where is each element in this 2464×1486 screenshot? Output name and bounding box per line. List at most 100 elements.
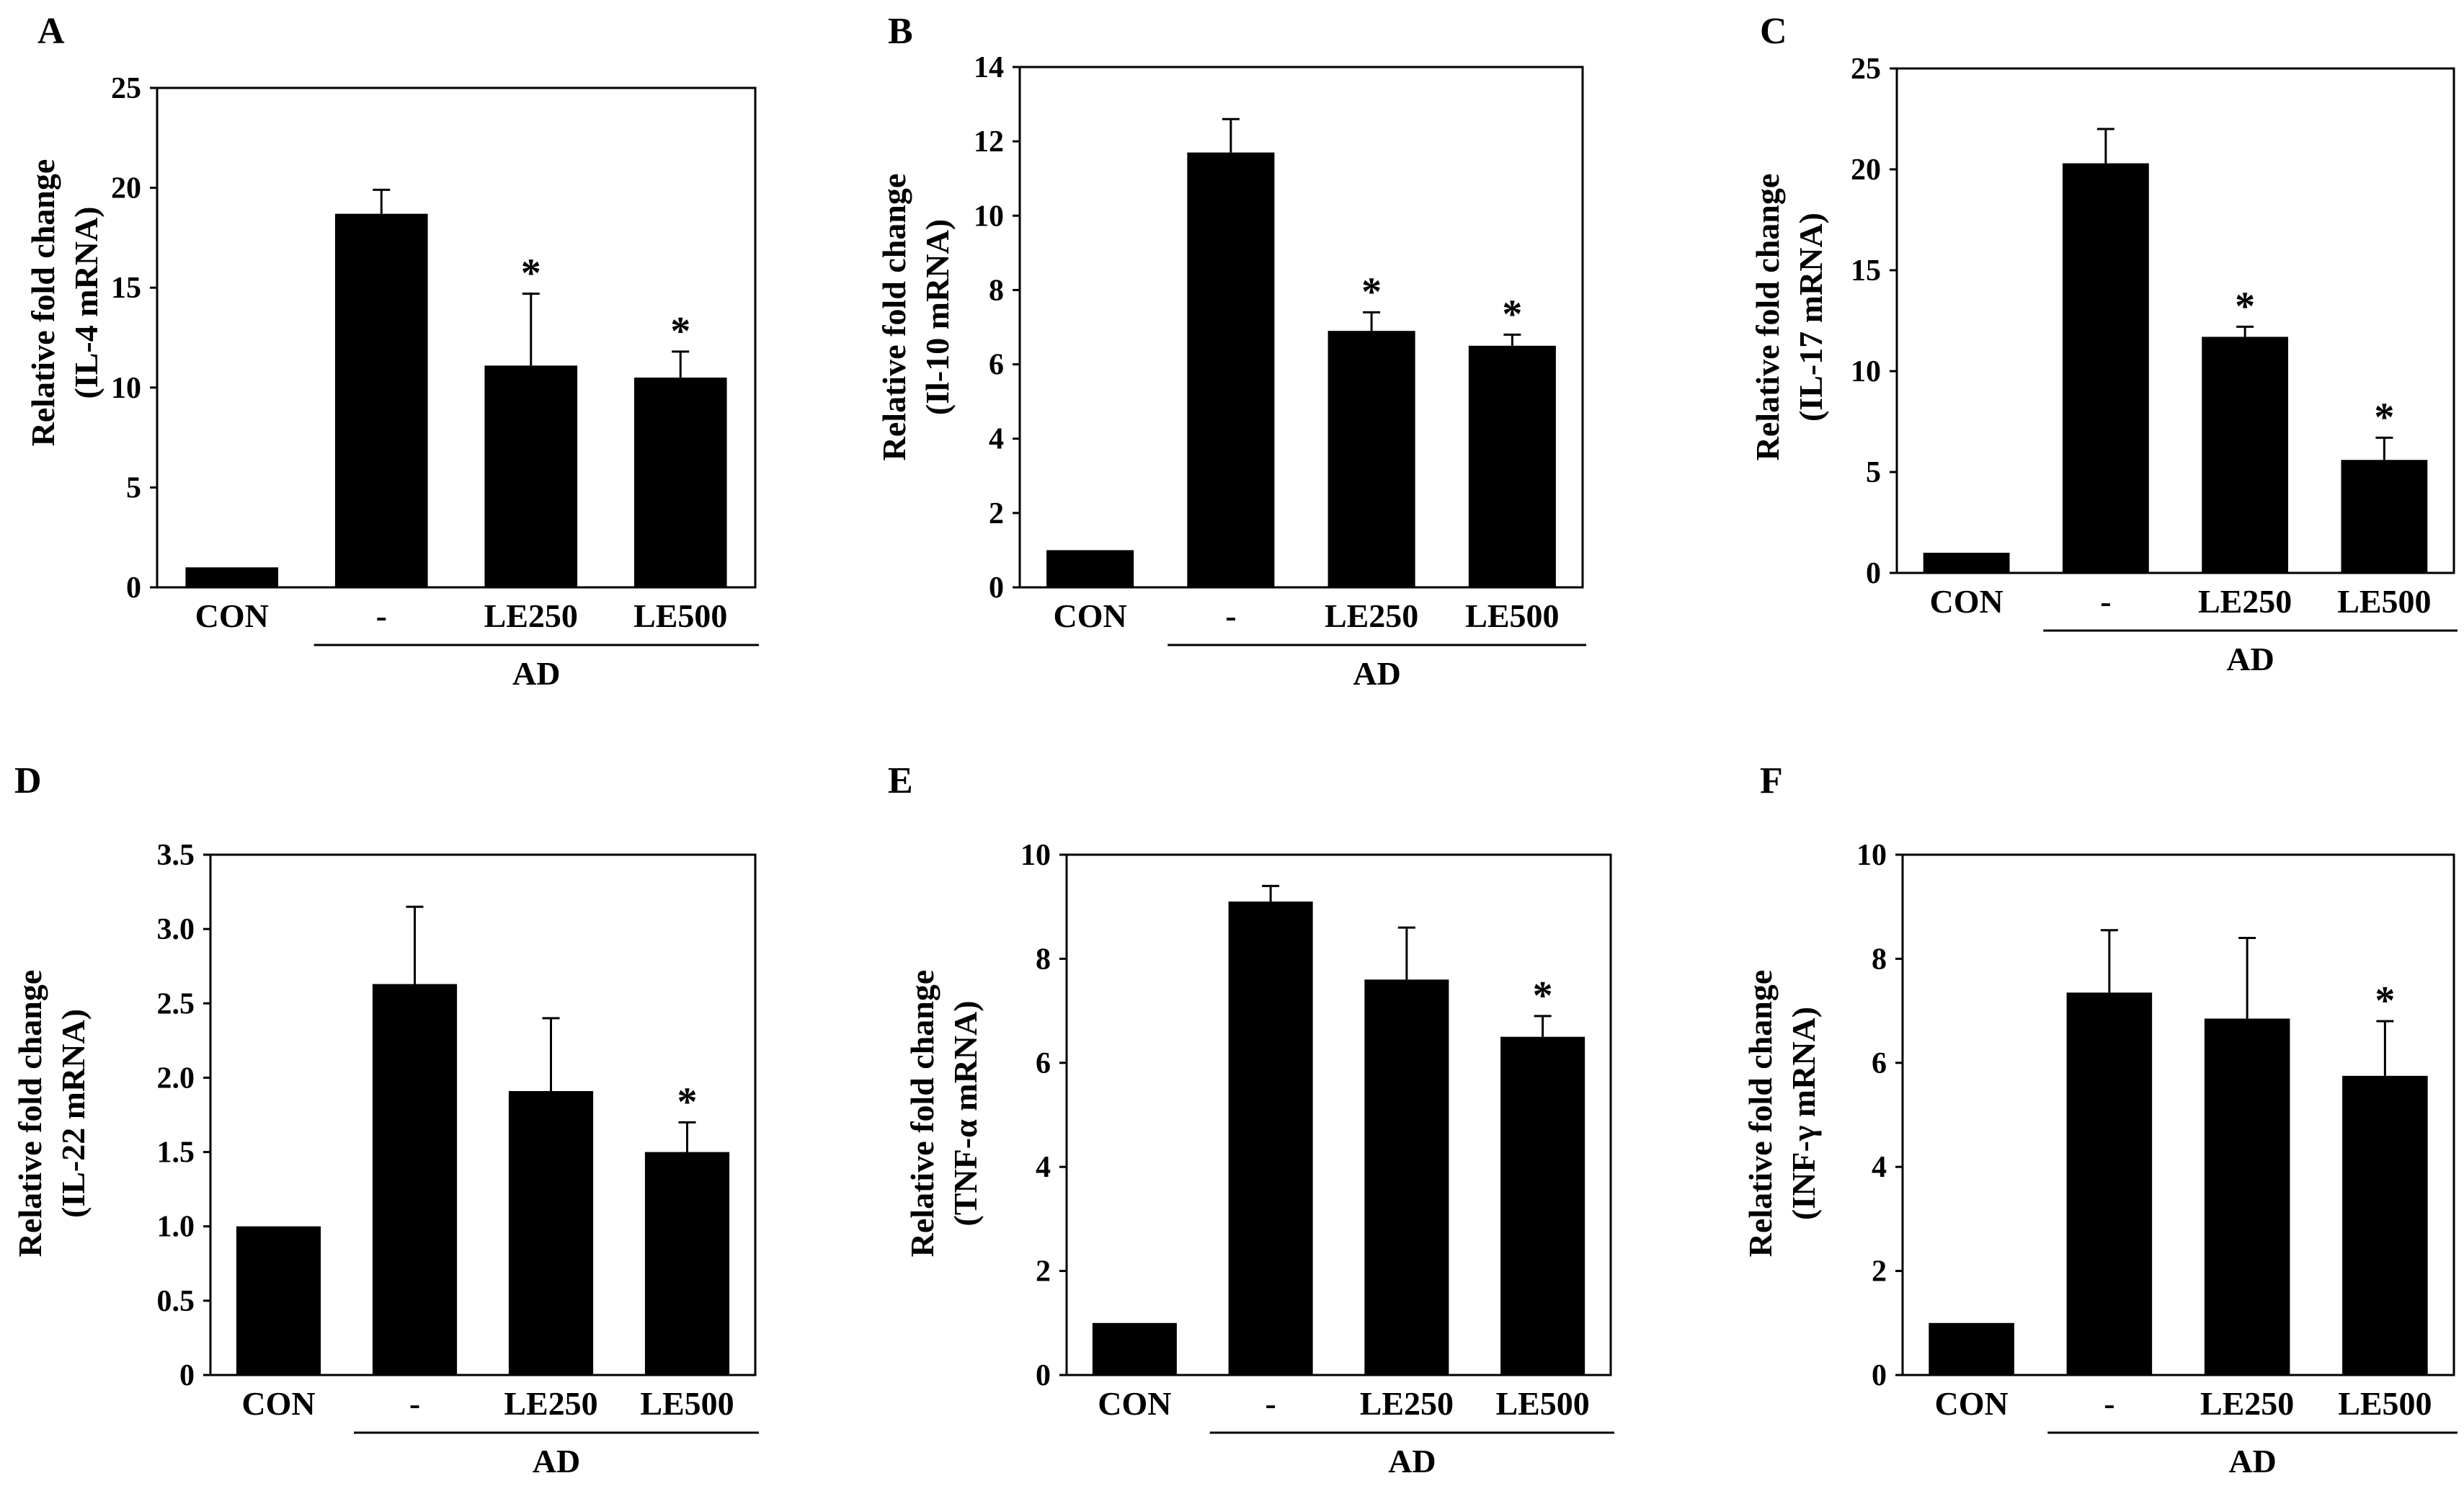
panel-b-ytick-label: 2 — [989, 497, 1004, 530]
panel-c-ytick-label: 25 — [1851, 53, 1881, 86]
panel-c-significance-star: * — [2374, 395, 2394, 440]
panel-a-bar-ad — [334, 213, 428, 587]
panel-f-ytick-label: 2 — [1872, 1255, 1887, 1289]
panel-d-category-label: CON — [241, 1385, 315, 1422]
panel-a-category-label: CON — [195, 597, 269, 634]
panel-a-bar-LE250 — [484, 365, 578, 587]
panel-d-ytick-label: 2.0 — [157, 1062, 195, 1095]
panel-b-ylabel-line2: (Il-10 mRNA) — [919, 219, 956, 415]
panel-f-bar-LE500 — [2342, 1075, 2428, 1375]
panel-d-ytick-label: 1.0 — [157, 1211, 195, 1244]
panel-b-plot-frame — [1018, 66, 1584, 589]
panel-d-category-label: LE250 — [504, 1385, 597, 1422]
panel-c-category-label: - — [2100, 583, 2111, 620]
panel-d-bar-LE500 — [644, 1152, 730, 1375]
panel-b-letter: B — [888, 11, 913, 52]
panel-b-bar-ad — [1187, 152, 1275, 588]
panel-a-letter: A — [37, 11, 65, 52]
panel-a-ytick-label: 15 — [111, 272, 141, 305]
panel-c-group-label: AD — [2226, 641, 2274, 677]
panel-b-significance-star: * — [1361, 270, 1382, 314]
panel-b-category-label: LE500 — [1465, 597, 1559, 634]
panel-f-plot-frame — [1901, 853, 2455, 1376]
panel-c-ytick-label: 0 — [1866, 557, 1881, 590]
panel-a-group-label: AD — [512, 655, 560, 692]
panel-d-bar-ad — [372, 984, 458, 1375]
panel-e-ylabel-line2: (TNF-α mRNA) — [947, 1000, 984, 1226]
panel-e-bar-LE500 — [1500, 1036, 1585, 1375]
panel-a-bar-CON — [185, 567, 279, 587]
panel-d-bar-LE250 — [508, 1090, 594, 1375]
panel-d-ytick-label: 3.0 — [157, 913, 195, 946]
panel-e-bar-CON — [1092, 1322, 1177, 1375]
panel-b-bar-LE500 — [1468, 345, 1556, 587]
panel-b-ytick-label: 0 — [989, 571, 1004, 605]
panel-f-category-label: CON — [1935, 1385, 2009, 1422]
panel-f-significance-star: * — [2375, 979, 2395, 1023]
panel-a-category-label: - — [376, 597, 387, 634]
panel-d-ylabel-line1: Relative fold change — [12, 970, 48, 1258]
panel-a-ytick-label: 20 — [111, 172, 141, 205]
panel-c-ytick-label: 15 — [1851, 254, 1881, 288]
panel-c-bar-LE250 — [2202, 337, 2289, 573]
panel-f-ytick-label: 0 — [1872, 1359, 1887, 1392]
panel-a-ytick-label: 5 — [126, 471, 141, 504]
panel-a-plot-frame — [156, 86, 757, 589]
panel-b-ytick-label: 12 — [974, 125, 1004, 159]
panel-d-category-label: LE500 — [640, 1385, 734, 1422]
panel-a-ytick-label: 10 — [111, 372, 141, 405]
panel-e-category-label: LE250 — [1360, 1385, 1454, 1422]
panel-a-category-label: LE500 — [633, 597, 727, 634]
panel-e-plot-frame — [1065, 853, 1612, 1376]
panel-d-bar-CON — [236, 1226, 321, 1375]
panel-f-chart: F Relative fold change (INF-γ mRNA) 0 2 4 6 8 10… — [1742, 760, 2458, 1480]
panel-c-ylabel-line1: Relative fold change — [1749, 174, 1786, 461]
panel-d-ytick-label: 0.5 — [157, 1285, 195, 1318]
panel-b-significance-star: * — [1502, 292, 1522, 337]
panel-a-ylabel-line2: (IL-4 mRNA) — [68, 206, 104, 399]
panel-c-significance-star: * — [2235, 284, 2255, 329]
panel-d-ytick-label: 1.5 — [157, 1136, 195, 1170]
panel-b-category-label: - — [1225, 597, 1236, 634]
panel-f-ylabel-line2: (INF-γ mRNA) — [1785, 1007, 1822, 1220]
panel-b-ylabel-line1: Relative fold change — [876, 174, 912, 461]
panel-e-category-label: CON — [1098, 1385, 1171, 1422]
panel-d-category-label: - — [409, 1385, 420, 1422]
panel-c-category-label: LE250 — [2198, 583, 2292, 620]
panel-b-bar-LE250 — [1327, 331, 1415, 587]
panel-c-bar-LE500 — [2341, 460, 2428, 573]
panel-b-category-label: CON — [1054, 597, 1127, 634]
panel-f-bar-LE250 — [2204, 1018, 2290, 1375]
panel-d-ylabel-line2: (IL-22 mRNA) — [55, 1009, 92, 1218]
panel-f-ytick-label: 6 — [1872, 1047, 1887, 1080]
panel-c-ytick-label: 5 — [1866, 456, 1881, 489]
panel-b-group-label: AD — [1353, 655, 1400, 692]
panel-e-ylabel-line1: Relative fold change — [904, 970, 940, 1258]
panel-a-ytick-label: 25 — [111, 72, 141, 105]
panel-f-ytick-label: 4 — [1872, 1151, 1887, 1184]
panel-d-ytick-label: 0 — [179, 1359, 195, 1392]
panel-e-bar-ad — [1228, 901, 1313, 1375]
panel-e-ytick-label: 6 — [1036, 1047, 1051, 1080]
panel-c-plot-frame — [1895, 67, 2455, 574]
panel-d-chart: D Relative fold change (IL-22 mRNA) 0 0.5 1.0… — [12, 760, 759, 1480]
panel-d-ytick-label: 2.5 — [157, 987, 195, 1020]
panel-c-bar-CON — [1923, 553, 2010, 573]
panel-a-significance-star: * — [521, 252, 541, 296]
panel-d-group-label: AD — [533, 1443, 580, 1480]
panel-e-bar-LE250 — [1364, 979, 1449, 1375]
panel-c-ytick-label: 10 — [1851, 355, 1881, 388]
panel-c-bar-ad — [2062, 163, 2149, 574]
panel-b-chart: B Relative fold change (Il-10 mRNA) 0 2 4 6 8 10… — [876, 11, 1586, 692]
panel-f-category-label: LE250 — [2200, 1385, 2294, 1422]
panel-b-ytick-label: 6 — [989, 349, 1004, 382]
panel-f-letter: F — [1760, 760, 1783, 801]
panel-a-chart: A Relative fold change (IL-4 mRNA) 0 5 10 15 20… — [25, 11, 759, 692]
panel-b-bar-CON — [1046, 550, 1134, 587]
panel-f-bar-CON — [1929, 1322, 2014, 1375]
panel-f-bar-ad — [2066, 992, 2153, 1375]
panel-b-ytick-label: 10 — [974, 200, 1004, 233]
panel-d-ytick-label: 3.5 — [157, 839, 195, 872]
panel-e-category-label: LE500 — [1495, 1385, 1589, 1422]
